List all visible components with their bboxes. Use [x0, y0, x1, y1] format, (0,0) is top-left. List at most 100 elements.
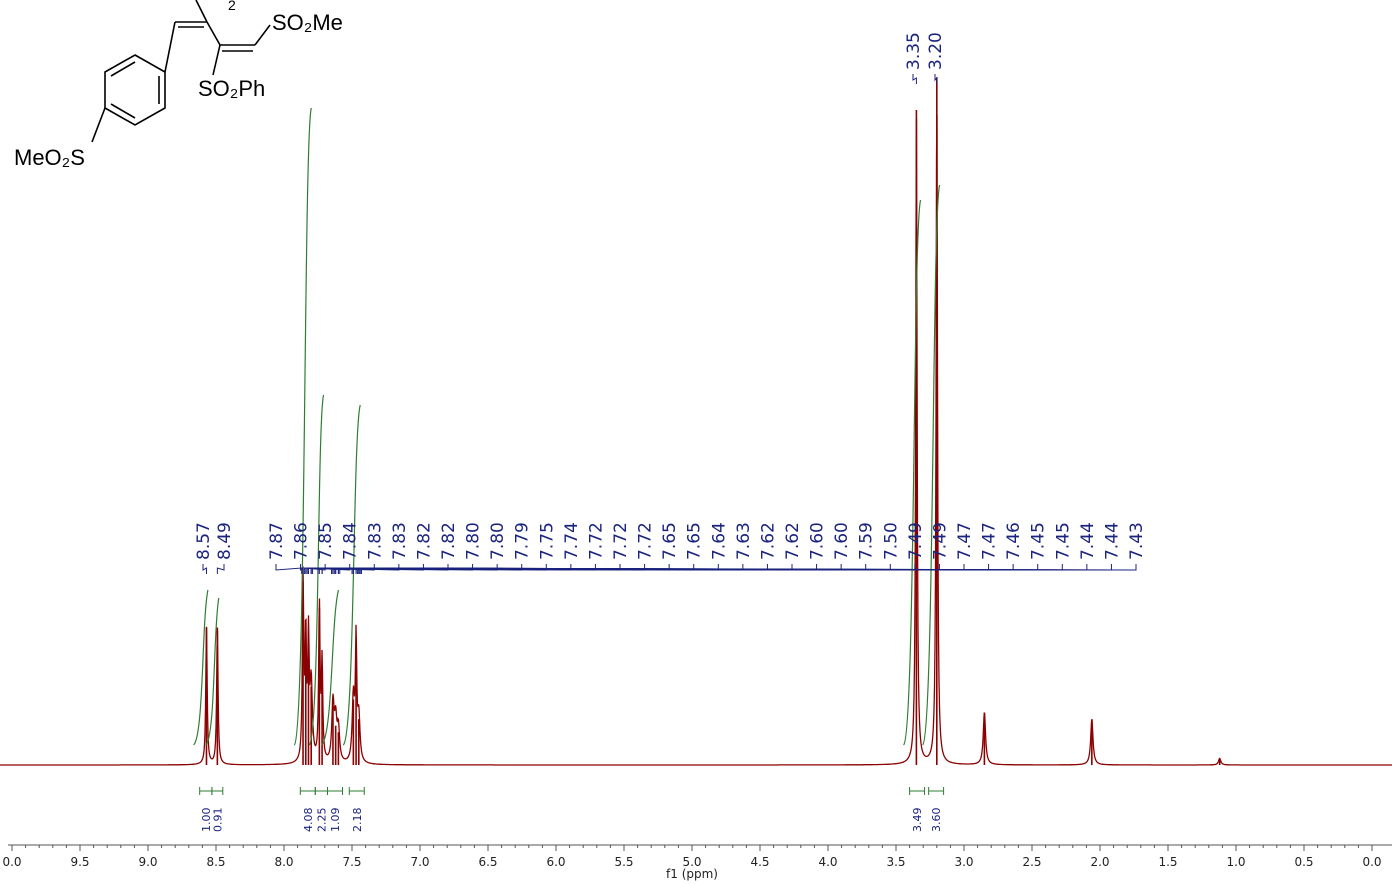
- peak-label-connector: [216, 564, 225, 574]
- sulfonyl-bond: [212, 44, 221, 76]
- peak-label-connector: [934, 74, 938, 84]
- sulfonyl-bond: [254, 24, 271, 46]
- peak-label: 8.49: [215, 522, 235, 560]
- peak-label: 7.82: [414, 522, 434, 560]
- peak-label-connector: [303, 564, 326, 574]
- integral-curve: [903, 199, 922, 746]
- integral-value: 2.18: [351, 808, 364, 833]
- peak-label: 7.83: [365, 522, 385, 560]
- spectrum-line: [0, 115, 1392, 766]
- x-tick-label: 6.0: [546, 855, 565, 869]
- peak-label: 7.87: [267, 522, 287, 560]
- peak-label: 7.84: [341, 522, 361, 560]
- peak-label: 7.43: [1127, 522, 1147, 560]
- peak-label: 3.35: [904, 32, 924, 70]
- peak-label: 7.85: [316, 522, 336, 560]
- integral-value: 2.25: [315, 808, 328, 833]
- peak-label: 7.47: [955, 522, 975, 560]
- vinyl-bond: [164, 21, 176, 73]
- x-tick-label: 0.0: [1362, 855, 1381, 869]
- ring-double-bond: [110, 103, 136, 119]
- integral-value: 0.91: [211, 808, 224, 833]
- molecule-label-so2ph: SO₂Ph: [198, 76, 265, 101]
- peak-label: 7.62: [758, 522, 778, 560]
- x-tick-label: 2.5: [1022, 855, 1041, 869]
- x-tick-label: 5.0: [682, 855, 701, 869]
- integral-value: 4.08: [302, 808, 315, 833]
- integral-bars: 1.000.91 4.08 2.25 1.09 2.18 3.49 3.60: [199, 787, 945, 833]
- peak-label: 7.62: [783, 522, 803, 560]
- peak-label: 7.60: [832, 522, 852, 560]
- peak-label: 7.79: [513, 522, 533, 560]
- x-tick-label: 1.5: [1158, 855, 1177, 869]
- integral-curve: [321, 589, 340, 746]
- peak-label: 7.64: [709, 522, 729, 560]
- peak-label: 8.57: [194, 522, 214, 560]
- x-tick-label: 3.5: [886, 855, 905, 869]
- integral-curve: [922, 184, 941, 746]
- x-tick-label: 1.0: [1226, 855, 1245, 869]
- peak-label-connector: [202, 564, 207, 574]
- peak-label: 7.44: [1078, 522, 1098, 560]
- integral-curve: [193, 589, 209, 746]
- x-axis: 0.0 9.5 9.0 8.5 8.0 7.5 7.0 6.5 6.0 5.5 5.0 4.5 4.0 3…: [2, 844, 1392, 881]
- peak-labels: 8.57 8.49 7.87 7.86 7.85 7.84 7.83 7.83 7.82 7.82…: [194, 32, 1147, 574]
- x-tick-label: 5.5: [614, 855, 633, 869]
- peak-label: 7.86: [292, 522, 312, 560]
- peak-label-connector: [300, 564, 304, 574]
- peak-label: 7.82: [439, 522, 459, 560]
- x-tick-label: 9.0: [138, 855, 157, 869]
- integral-value: 3.49: [911, 808, 924, 833]
- molecule-label-so2me: SO₂Me: [272, 10, 343, 35]
- x-tick-label: 4.5: [750, 855, 769, 869]
- integral-value: 1.00: [200, 808, 213, 833]
- peak-label: 7.72: [586, 522, 606, 560]
- x-axis-label: f1 (ppm): [666, 867, 718, 881]
- peak-label: 7.49: [906, 522, 926, 560]
- peak-label: 7.59: [857, 522, 877, 560]
- x-tick-label: 8.0: [274, 855, 293, 869]
- molecule-structure: [91, 0, 271, 143]
- peak-label: 7.45: [1029, 522, 1049, 560]
- peak-label: 7.74: [562, 522, 582, 560]
- vinyl-bond: [206, 21, 221, 46]
- peak-label: 7.72: [611, 522, 631, 560]
- peak-label: 7.83: [390, 522, 410, 560]
- peak-label: 7.75: [537, 522, 557, 560]
- peak-label: 7.80: [464, 522, 484, 560]
- peak-label: 7.49: [930, 522, 950, 560]
- ring-double-bond: [110, 61, 136, 77]
- peak-label-connector: [361, 564, 1137, 574]
- benzene-ring: [104, 54, 166, 126]
- peak-label: 7.72: [636, 522, 656, 560]
- integral-curve: [293, 107, 312, 746]
- peak-label: 7.45: [1053, 522, 1073, 560]
- peak-label-connector: [912, 74, 917, 84]
- x-tick-label: 4.0: [818, 855, 837, 869]
- x-tick-label: 0.0: [2, 855, 21, 869]
- x-tick-label: 0.5: [1294, 855, 1313, 869]
- x-tick-label: 3.0: [954, 855, 973, 869]
- spectrum-trace: [0, 77, 1392, 766]
- peak-label: 7.44: [1102, 522, 1122, 560]
- peak-label: 7.46: [1004, 522, 1024, 560]
- peak-label: 7.80: [488, 522, 508, 560]
- molecule-label-subscript: 2: [228, 0, 236, 13]
- peak-label: 7.63: [734, 522, 754, 560]
- peak-label: 7.47: [980, 522, 1000, 560]
- integral-value: 1.09: [329, 808, 342, 833]
- x-tick-label: 7.0: [410, 855, 429, 869]
- molecule-label-meo2s: MeO₂S: [14, 145, 85, 170]
- peak-label: 3.20: [926, 32, 946, 70]
- integral-curve: [308, 394, 325, 746]
- x-tick-label: 6.5: [478, 855, 497, 869]
- molecule-labels: 2 SO₂Me SO₂Ph MeO₂S: [14, 0, 343, 170]
- vinyl-bond: [195, 0, 208, 23]
- integral-curve: [342, 404, 361, 746]
- peak-label: 7.65: [685, 522, 705, 560]
- x-tick-label: 8.5: [206, 855, 225, 869]
- integral-value: 3.60: [930, 808, 943, 833]
- x-tick-label: 2.0: [1090, 855, 1109, 869]
- peak-label-connector: [275, 564, 303, 574]
- integral-curves: [193, 107, 941, 746]
